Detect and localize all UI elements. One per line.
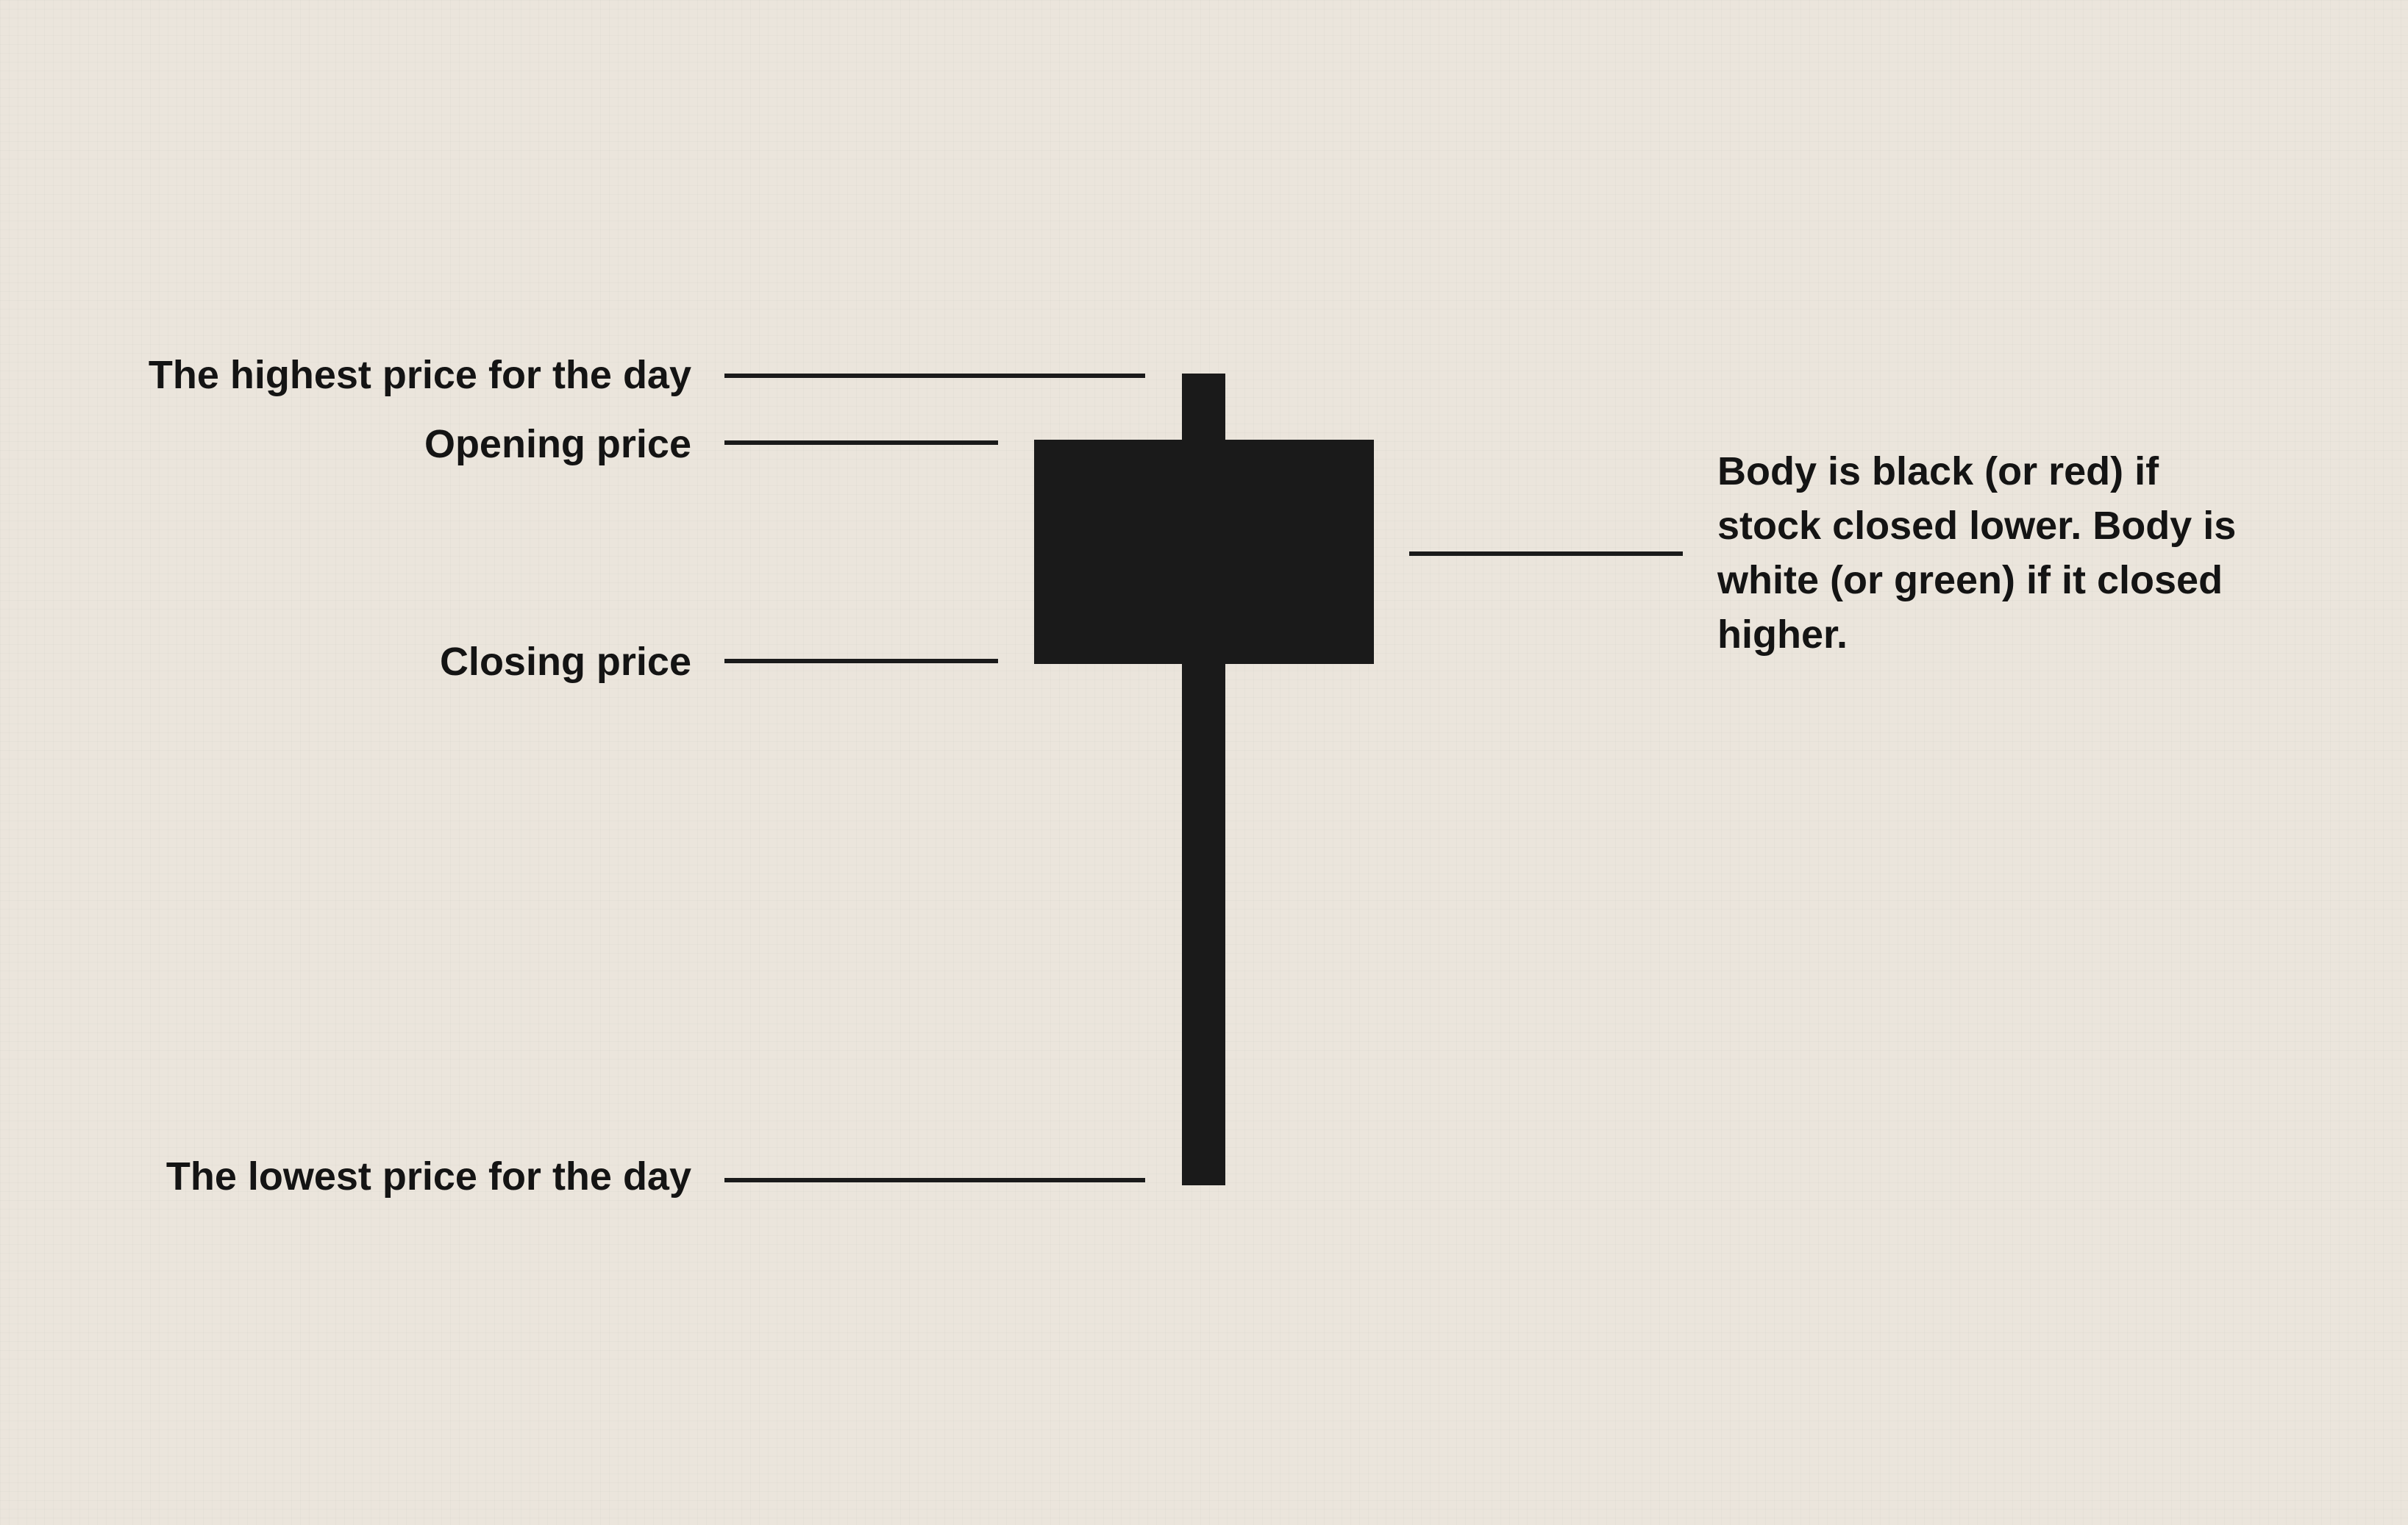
candle-upper-wick <box>1182 374 1225 443</box>
leader-line-lowest-price <box>724 1178 1145 1182</box>
leader-line-body <box>1409 551 1683 556</box>
body-color-note: Body is black (or red) if stock closed l… <box>1717 449 2237 657</box>
candle-lower-wick <box>1182 662 1225 1185</box>
label-highest-price: The highest price for the day <box>148 353 691 397</box>
label-opening-price: Opening price <box>424 422 691 466</box>
leader-line-highest-price <box>724 374 1145 378</box>
leader-line-opening-price <box>724 440 998 445</box>
leader-line-closing-price <box>724 659 998 663</box>
label-closing-price: Closing price <box>439 640 691 684</box>
label-lowest-price: The lowest price for the day <box>165 1154 691 1199</box>
candle-body <box>1034 440 1374 664</box>
